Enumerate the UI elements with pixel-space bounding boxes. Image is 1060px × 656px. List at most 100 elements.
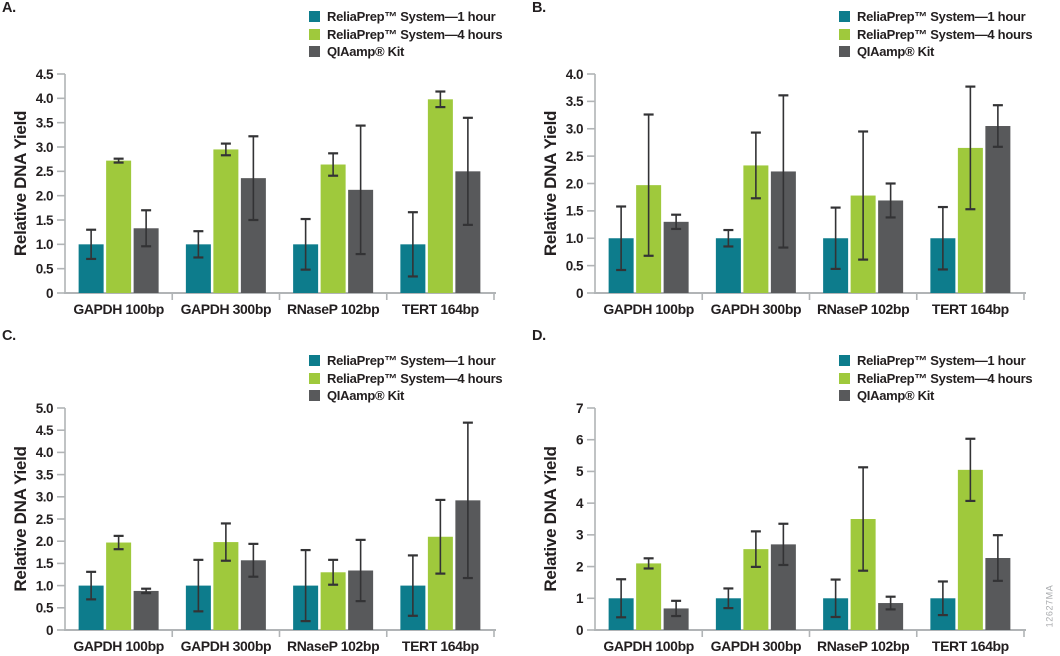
- legend-item: ReliaPrep™ System—1 hour: [309, 352, 502, 370]
- y-tick-label: 3.5: [36, 115, 54, 130]
- category-label: GAPDH 100bp: [73, 301, 164, 317]
- category-label: TERT 164bp: [402, 638, 479, 654]
- y-tick-label: 2.0: [36, 188, 53, 203]
- category-label: TERT 164bp: [932, 638, 1009, 654]
- legend-label: ReliaPrep™ System—4 hours: [327, 370, 503, 386]
- bar: [320, 164, 346, 293]
- legend-item: QIAamp® Kit: [309, 43, 502, 61]
- y-tick-label: 5.0: [36, 401, 53, 416]
- y-tick-label: 3: [576, 528, 584, 543]
- y-tick-label: 3.5: [566, 94, 584, 109]
- y-tick-label: 4: [576, 496, 584, 511]
- category-label: RNaseP 102bp: [817, 301, 909, 317]
- legend-swatch-icon: [309, 46, 320, 58]
- y-tick-label: 6: [576, 433, 584, 448]
- y-tick-label: 0.5: [566, 258, 584, 273]
- legend: ReliaPrep™ System—1 hour ReliaPrep™ Syst…: [309, 8, 503, 61]
- y-tick-label: 7: [576, 401, 583, 416]
- category-label: RNaseP 102bp: [287, 638, 379, 654]
- y-tick-label: 1.5: [36, 213, 54, 228]
- legend-swatch-icon: [839, 372, 850, 384]
- y-tick-label: 2.5: [36, 164, 54, 179]
- y-tick-label: 3.0: [36, 490, 53, 505]
- category-label: GAPDH 300bp: [711, 638, 802, 654]
- legend-swatch-icon: [309, 28, 320, 40]
- y-tick-label: 3.0: [36, 140, 53, 155]
- legend-label: ReliaPrep™ System—1 hour: [857, 9, 1026, 25]
- legend-swatch-icon: [839, 28, 850, 40]
- bar: [663, 608, 689, 630]
- y-tick-label: 2.5: [566, 149, 584, 164]
- chart-panel: D. ReliaPrep™ System—1 hour ReliaPrep™ S…: [530, 328, 1060, 656]
- y-tick-label: 3.5: [36, 467, 54, 482]
- bar: [663, 221, 689, 293]
- y-tick-label: 4.5: [36, 67, 54, 82]
- legend-item: QIAamp® Kit: [309, 387, 502, 405]
- chart-panel: B. ReliaPrep™ System—1 hour ReliaPrep™ S…: [530, 0, 1060, 328]
- legend-label: ReliaPrep™ System—4 hours: [857, 370, 1033, 386]
- y-tick-label: 3.0: [566, 122, 583, 137]
- legend-swatch-icon: [839, 11, 850, 23]
- legend: ReliaPrep™ System—1 hour ReliaPrep™ Syst…: [839, 8, 1033, 61]
- y-tick-label: 0: [46, 623, 53, 638]
- y-tick-label: 2.0: [36, 534, 53, 549]
- watermark-code: 12627MA: [1044, 584, 1055, 628]
- bar: [985, 126, 1011, 293]
- legend-label: ReliaPrep™ System—1 hour: [327, 353, 496, 369]
- y-tick-label: 0.5: [36, 261, 54, 276]
- bar-chart: 0 0.5 1.0 1.5 2.0 2.5 3.0 3.5 4.0 GAPDH 100bp GAPD…: [541, 67, 1026, 317]
- y-axis-label: Relative DNA Yield: [541, 446, 560, 591]
- y-tick-label: 1.5: [566, 204, 584, 219]
- bar: [213, 149, 239, 293]
- y-tick-label: 1.5: [36, 556, 54, 571]
- category-label: GAPDH 300bp: [181, 301, 272, 317]
- y-tick-label: 0.5: [36, 601, 54, 616]
- category-label: GAPDH 300bp: [181, 638, 272, 654]
- panel-label: B.: [532, 0, 546, 16]
- y-axis-label: Relative DNA Yield: [11, 446, 30, 591]
- legend: ReliaPrep™ System—1 hour ReliaPrep™ Syst…: [839, 352, 1033, 405]
- chart-panel: C. ReliaPrep™ System—1 hour ReliaPrep™ S…: [0, 328, 530, 656]
- y-tick-label: 4.0: [36, 91, 53, 106]
- y-tick-label: 2.0: [566, 176, 583, 191]
- y-axis-label: Relative DNA Yield: [541, 111, 560, 256]
- y-tick-label: 1.0: [36, 578, 53, 593]
- legend-swatch-icon: [309, 355, 320, 367]
- legend-item: QIAamp® Kit: [839, 43, 1032, 61]
- legend-swatch-icon: [839, 390, 850, 402]
- bar: [133, 590, 159, 630]
- bar-chart: 0 0.5 1.0 1.5 2.0 2.5 3.0 3.5 4.0 4.5 GAPDH 100bp G…: [11, 67, 496, 317]
- legend-item: QIAamp® Kit: [839, 387, 1032, 405]
- legend-item: ReliaPrep™ System—4 hours: [309, 370, 503, 388]
- legend: ReliaPrep™ System—1 hour ReliaPrep™ Syst…: [309, 352, 503, 405]
- panel-label: C.: [2, 328, 16, 344]
- category-label: TERT 164bp: [402, 301, 479, 317]
- legend-label: QIAamp® Kit: [327, 388, 405, 404]
- y-tick-label: 5: [576, 464, 584, 479]
- legend-item: ReliaPrep™ System—4 hours: [839, 370, 1033, 388]
- legend-label: QIAamp® Kit: [327, 44, 405, 60]
- legend-item: ReliaPrep™ System—1 hour: [839, 8, 1032, 26]
- bar: [106, 542, 132, 630]
- y-axis-label: Relative DNA Yield: [11, 111, 30, 256]
- bar-chart: 0 1 2 3 4 5 6 7 GAPDH 100bp GAPDH 300bp RNaseP 102…: [541, 401, 1026, 654]
- legend-item: ReliaPrep™ System—4 hours: [309, 26, 503, 44]
- y-tick-label: 2: [576, 559, 583, 574]
- y-tick-label: 0: [576, 623, 583, 638]
- panel-label: A.: [2, 0, 16, 16]
- chart-panel: A. ReliaPrep™ System—1 hour ReliaPrep™ S…: [0, 0, 530, 328]
- bar: [636, 563, 662, 630]
- y-tick-label: 1.0: [36, 237, 53, 252]
- category-label: GAPDH 100bp: [73, 638, 164, 654]
- legend-item: ReliaPrep™ System—4 hours: [839, 26, 1033, 44]
- legend-swatch-icon: [839, 46, 850, 58]
- legend-label: QIAamp® Kit: [857, 388, 935, 404]
- legend-swatch-icon: [309, 390, 320, 402]
- legend-label: ReliaPrep™ System—1 hour: [327, 9, 496, 25]
- y-tick-label: 4.0: [566, 67, 583, 82]
- panel-label: D.: [532, 328, 546, 344]
- bar-chart: 0 0.5 1.0 1.5 2.0 2.5 3.0 3.5 4.0 4.5 5.0 GAPDH 100…: [11, 401, 496, 654]
- category-label: GAPDH 300bp: [711, 301, 802, 317]
